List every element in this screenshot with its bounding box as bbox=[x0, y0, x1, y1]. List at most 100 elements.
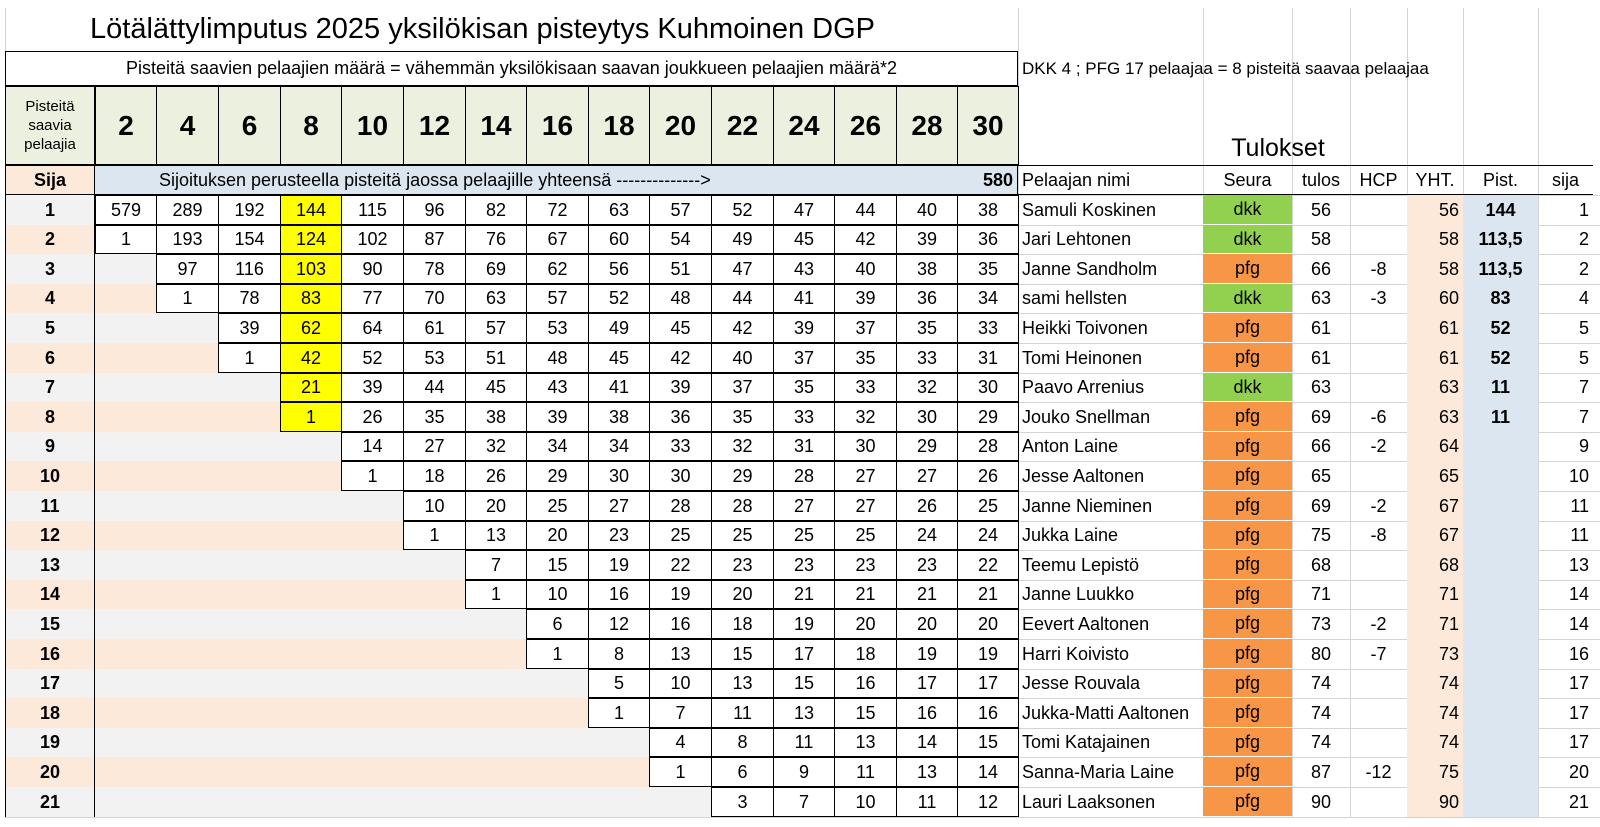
point-count-header[interactable]: 14 bbox=[465, 86, 527, 165]
score-cell-empty[interactable] bbox=[218, 787, 281, 817]
score-cell-empty[interactable] bbox=[280, 639, 342, 669]
score-cell[interactable]: 44 bbox=[403, 373, 466, 402]
points-value[interactable]: 144 bbox=[1463, 195, 1538, 225]
rank-cell[interactable]: 17 bbox=[5, 669, 95, 698]
score-cell[interactable]: 23 bbox=[834, 550, 897, 580]
score-cell[interactable]: 20 bbox=[834, 609, 897, 639]
score-cell-empty[interactable] bbox=[588, 787, 650, 817]
score-cell[interactable]: 19 bbox=[588, 550, 650, 580]
point-count-header[interactable]: 10 bbox=[341, 86, 404, 165]
score-cell[interactable]: 18 bbox=[403, 461, 466, 491]
score-value[interactable]: 74 bbox=[1310, 673, 1332, 693]
score-cell[interactable]: 23 bbox=[896, 550, 958, 580]
score-cell-empty[interactable] bbox=[156, 609, 219, 639]
point-count-header[interactable]: 20 bbox=[649, 86, 712, 165]
club-badge[interactable]: pfg bbox=[1203, 432, 1292, 461]
hcp-value[interactable] bbox=[1350, 550, 1407, 580]
rank-cell[interactable]: 3 bbox=[5, 254, 95, 284]
results-col-points[interactable]: Pist. bbox=[1463, 165, 1538, 195]
score-cell[interactable]: 102 bbox=[341, 225, 404, 254]
score-cell[interactable]: 35 bbox=[711, 402, 774, 432]
score-cell-empty[interactable] bbox=[403, 639, 466, 669]
score-cell-empty[interactable] bbox=[156, 550, 219, 580]
score-cell[interactable]: 19 bbox=[896, 639, 958, 669]
score-cell[interactable]: 28 bbox=[711, 491, 774, 521]
score-cell[interactable]: 20 bbox=[711, 580, 774, 609]
score-cell-empty[interactable] bbox=[95, 669, 157, 698]
score-cell[interactable]: 24 bbox=[896, 521, 958, 550]
score-cell[interactable]: 45 bbox=[588, 343, 650, 373]
hcp-value[interactable]: -8 bbox=[1370, 525, 1387, 545]
final-rank[interactable]: 5 bbox=[1578, 347, 1589, 368]
score-cell[interactable]: 10 bbox=[834, 787, 897, 817]
score-cell[interactable]: 51 bbox=[465, 343, 527, 373]
score-cell[interactable]: 90 bbox=[341, 254, 404, 284]
rank-cell[interactable]: 16 bbox=[5, 639, 95, 669]
score-cell[interactable]: 13 bbox=[773, 698, 835, 728]
score-cell[interactable]: 97 bbox=[156, 254, 219, 284]
score-cell[interactable]: 35 bbox=[834, 343, 897, 373]
score-value[interactable]: 73 bbox=[1310, 613, 1332, 634]
score-cell[interactable]: 14 bbox=[957, 757, 1019, 787]
player-name[interactable]: Tomi Heinonen bbox=[1022, 347, 1143, 368]
score-cell[interactable]: 19 bbox=[649, 580, 712, 609]
score-cell[interactable]: 42 bbox=[711, 313, 774, 343]
rank-cell[interactable]: 10 bbox=[5, 461, 95, 491]
point-count-header[interactable]: 24 bbox=[773, 86, 835, 165]
score-cell[interactable]: 27 bbox=[773, 491, 835, 521]
score-cell[interactable]: 53 bbox=[403, 343, 466, 373]
club-badge[interactable]: dkk bbox=[1203, 373, 1292, 402]
points-value[interactable] bbox=[1463, 787, 1538, 817]
score-cell[interactable]: 43 bbox=[773, 254, 835, 284]
score-cell[interactable]: 44 bbox=[711, 284, 774, 313]
score-cell[interactable]: 1 bbox=[403, 521, 466, 550]
points-value[interactable]: 113,5 bbox=[1463, 225, 1538, 254]
points-value[interactable] bbox=[1463, 580, 1538, 609]
hcp-value[interactable]: -2 bbox=[1370, 495, 1387, 516]
hcp-value[interactable] bbox=[1350, 343, 1407, 373]
score-cell[interactable]: 37 bbox=[711, 373, 774, 402]
score-cell[interactable]: 14 bbox=[896, 728, 958, 757]
points-value[interactable]: 11 bbox=[1463, 373, 1538, 402]
total-value[interactable]: 61 bbox=[1407, 313, 1463, 343]
score-cell-empty[interactable] bbox=[156, 491, 219, 521]
score-cell-empty[interactable] bbox=[156, 313, 219, 343]
rank-cell[interactable]: 19 bbox=[5, 728, 95, 757]
club-badge[interactable]: pfg bbox=[1203, 254, 1292, 284]
score-cell[interactable]: 35 bbox=[403, 402, 466, 432]
final-rank[interactable]: 14 bbox=[1568, 613, 1589, 634]
score-cell-empty[interactable] bbox=[156, 757, 219, 787]
score-cell[interactable]: 54 bbox=[649, 225, 712, 254]
final-rank[interactable]: 11 bbox=[1570, 495, 1589, 516]
rank-cell[interactable]: 15 bbox=[5, 609, 95, 639]
final-rank[interactable]: 11 bbox=[1570, 525, 1589, 545]
final-rank[interactable]: 21 bbox=[1568, 791, 1589, 812]
score-cell[interactable]: 42 bbox=[649, 343, 712, 373]
score-cell[interactable]: 11 bbox=[773, 728, 835, 757]
score-cell-empty[interactable] bbox=[95, 728, 157, 757]
player-name[interactable]: Jesse Rouvala bbox=[1022, 673, 1141, 693]
score-cell-empty[interactable] bbox=[218, 521, 281, 550]
score-cell[interactable]: 87 bbox=[403, 225, 466, 254]
score-cell-empty[interactable] bbox=[465, 669, 527, 698]
player-name[interactable]: Harri Koivisto bbox=[1022, 643, 1130, 664]
score-cell[interactable]: 33 bbox=[834, 373, 897, 402]
score-cell[interactable]: 34 bbox=[526, 432, 589, 461]
score-cell[interactable]: 52 bbox=[711, 195, 774, 225]
score-cell[interactable]: 49 bbox=[588, 313, 650, 343]
score-value[interactable]: 71 bbox=[1310, 584, 1332, 604]
club-badge[interactable]: pfg bbox=[1203, 580, 1292, 609]
score-cell[interactable]: 33 bbox=[896, 343, 958, 373]
points-pool-text[interactable]: Sijoituksen perusteella pisteitä jaossa … bbox=[95, 165, 955, 195]
score-cell-empty[interactable] bbox=[95, 787, 157, 817]
score-cell-empty[interactable] bbox=[403, 787, 466, 817]
score-cell[interactable]: 52 bbox=[588, 284, 650, 313]
score-cell-empty[interactable] bbox=[341, 728, 404, 757]
rank-cell[interactable]: 21 bbox=[5, 787, 95, 817]
score-value[interactable]: 56 bbox=[1310, 199, 1332, 220]
score-cell[interactable]: 5 bbox=[588, 669, 650, 698]
player-name[interactable]: Jesse Aaltonen bbox=[1022, 465, 1145, 486]
score-value[interactable]: 75 bbox=[1310, 525, 1332, 545]
score-cell[interactable]: 29 bbox=[957, 402, 1019, 432]
final-rank[interactable]: 9 bbox=[1578, 436, 1589, 456]
